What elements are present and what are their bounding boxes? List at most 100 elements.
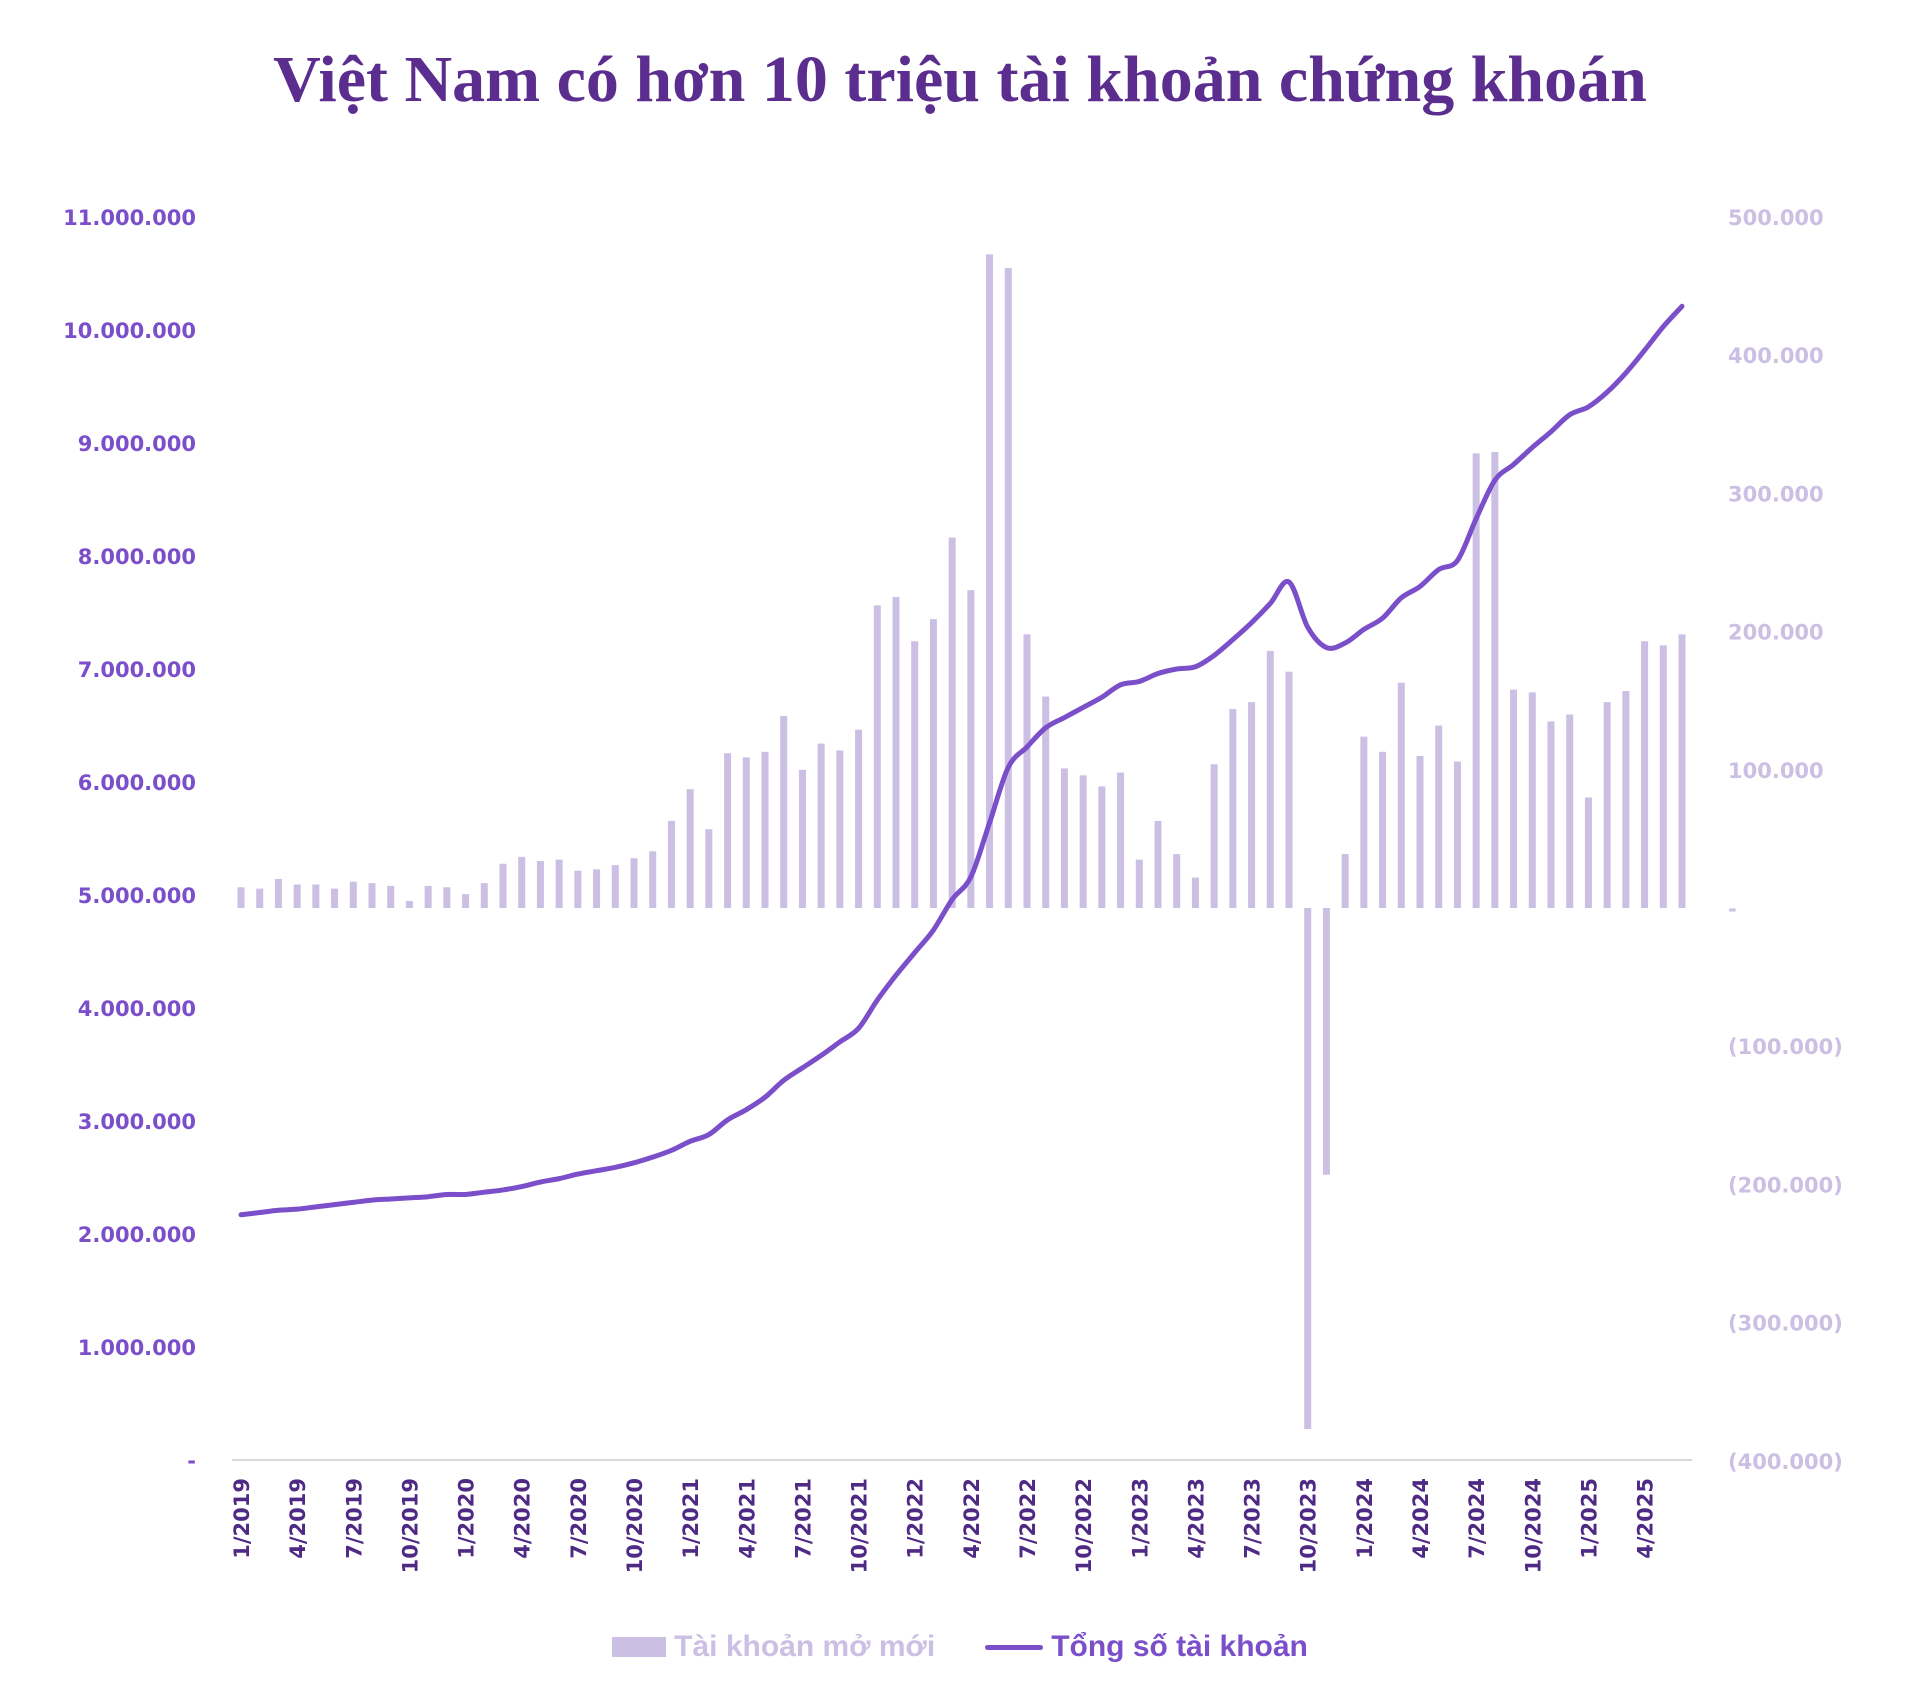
left-axis-tick-label: 6.000.000 [78,771,196,795]
bar [1004,268,1012,908]
bar [911,641,919,908]
left-axis-tick-label: 1.000.000 [78,1336,196,1360]
right-axis-tick-label: 200.000 [1728,621,1824,645]
bar [1248,702,1256,908]
bar [1584,797,1592,908]
bar [724,753,732,908]
x-axis-tick-label: 1/2025 [1577,1478,1601,1559]
bar [1379,751,1387,908]
right-axis-tick-label: (100.000) [1728,1035,1843,1059]
x-axis-tick-label: 1/2024 [1353,1478,1377,1559]
x-axis-tick-label: 4/2022 [960,1478,984,1559]
bar [873,605,881,908]
bar [1678,634,1686,908]
bar [1566,714,1574,908]
bar [836,750,844,908]
bar [1154,820,1162,908]
left-y-axis: - 1.000.000 2.000.000 3.000.000 4.000.000 5.0… [63,206,196,1473]
legend-item-new-accounts[interactable]: Tài khoản mở mới [612,1630,935,1664]
bar [855,729,863,908]
left-axis-tick-label: 7.000.000 [78,658,196,682]
bar [1341,854,1349,908]
bar [518,856,526,908]
bar [424,885,432,908]
bar [1210,764,1218,908]
left-axis-tick-label: 11.000.000 [63,206,196,230]
bar [1042,696,1050,908]
x-axis-tick-label: 7/2021 [791,1478,815,1559]
bar [387,885,395,908]
x-axis-tick-label: 4/2021 [735,1478,759,1559]
bar [611,865,619,908]
x-axis-tick-label: 10/2024 [1521,1478,1545,1573]
x-axis-tick-label: 1/2021 [679,1478,703,1559]
x-axis-tick-label: 1/2019 [230,1478,254,1559]
right-axis-tick-label: 500.000 [1728,206,1824,230]
x-axis-tick-label: 4/2019 [286,1478,310,1559]
right-axis-tick-label: (400.000) [1728,1450,1843,1474]
x-axis-tick-label: 7/2019 [342,1478,366,1559]
bar [780,715,788,908]
bar [948,537,956,908]
bar [555,859,563,908]
bar [1191,877,1199,908]
bar [349,881,357,908]
bar [536,861,544,908]
bar [1060,768,1068,908]
x-axis-tick-label: 4/2020 [511,1478,535,1559]
bar-swatch-icon [612,1637,667,1657]
right-y-axis: (400.000) (300.000) (200.000) (100.000) - 100… [1728,206,1843,1474]
bar [1547,721,1555,908]
right-axis-tick-label: - [1728,897,1737,921]
bar [480,883,488,908]
x-axis-tick-label: 10/2023 [1297,1478,1321,1573]
bar [1453,761,1461,908]
left-axis-tick-label: 4.000.000 [78,997,196,1021]
right-axis-tick-label: (300.000) [1728,1312,1843,1336]
legend: Tài khoản mở mới Tổng số tài khoản [0,1630,1920,1664]
bar [1304,908,1312,1430]
bar [817,743,825,908]
bar [1098,786,1106,908]
bar [986,254,994,909]
bar [1266,650,1274,908]
left-axis-tick-label: 8.000.000 [78,545,196,569]
bar [1023,634,1031,908]
bar [256,888,264,908]
bar [293,884,301,908]
left-axis-tick-label: 5.000.000 [78,884,196,908]
bar [331,888,339,908]
x-axis-tick-label: 10/2022 [1072,1478,1096,1573]
left-axis-tick-label: 9.000.000 [78,432,196,456]
x-axis-labels: 1/2019 4/2019 7/2019 10/2019 1/2020 4/2020 7/2… [230,1478,1658,1573]
bar [667,820,675,908]
x-axis-tick-label: 10/2019 [398,1478,422,1573]
bar [967,590,975,908]
bar [1472,453,1480,908]
line-swatch-icon [985,1644,1044,1650]
bar [1117,772,1125,908]
bar [1510,689,1518,908]
bar [1659,645,1667,908]
bar [649,851,657,908]
legend-item-total-accounts[interactable]: Tổng số tài khoản [985,1630,1308,1664]
x-axis-tick-label: 7/2024 [1465,1478,1489,1559]
left-axis-tick-label: 3.000.000 [78,1110,196,1134]
bar [705,829,713,908]
right-axis-tick-label: 100.000 [1728,759,1824,783]
bar [761,751,769,908]
bar [929,619,937,908]
legend-label-total-accounts: Tổng số tài khoản [1051,1630,1308,1663]
bar [1622,691,1630,908]
x-axis-tick-label: 10/2021 [848,1478,872,1573]
bar [574,870,582,908]
bar [630,858,638,908]
bar-series-new-accounts [237,254,1686,1430]
bar [1079,775,1087,908]
bar [1397,682,1405,908]
bar [443,887,451,908]
bar [368,883,376,908]
bar [892,597,900,908]
x-axis-tick-label: 1/2023 [1128,1478,1152,1559]
